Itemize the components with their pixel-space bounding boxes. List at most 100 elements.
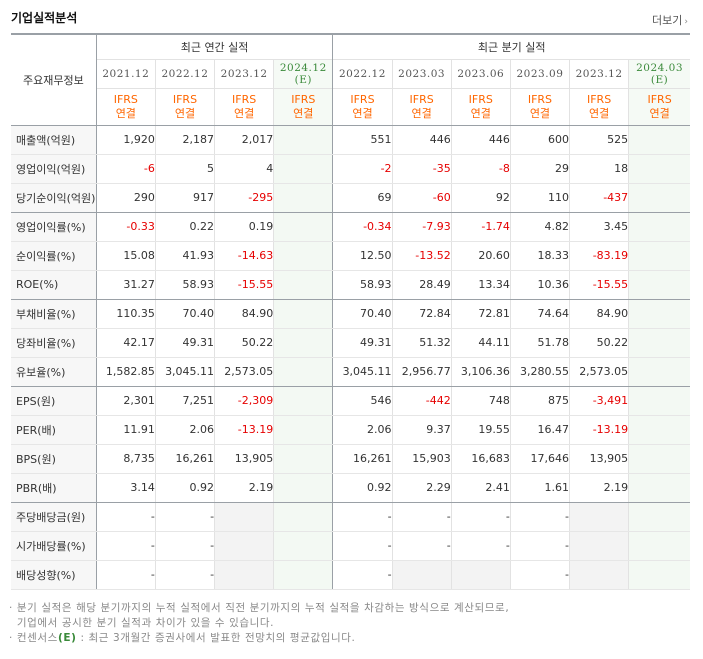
table-row: 영업이익률(%) -0.33 0.22 0.19 -0.34 -7.93 -1.74 4.82… (11, 212, 690, 242)
value-cell: 110 (509, 183, 570, 213)
value-cell: 2.19 (569, 473, 629, 503)
basis-header: IFRS 연결 (214, 87, 274, 126)
more-link[interactable]: 더보기 › (652, 12, 688, 28)
value-cell (273, 270, 333, 300)
value-cell: 446 (450, 125, 511, 155)
period-header: 2022.12 (154, 58, 215, 88)
basis-header: IFRS 연결 (273, 87, 333, 126)
value-cell: - (154, 531, 215, 561)
row-label: 당좌비율(%) (11, 328, 97, 358)
value-cell: 4 (214, 154, 274, 184)
value-cell: 0.92 (332, 473, 393, 503)
value-cell: 41.93 (154, 241, 215, 271)
value-cell (273, 444, 333, 474)
value-cell: -14.63 (214, 241, 274, 271)
value-cell: 12.50 (332, 241, 393, 271)
value-cell: -442 (391, 386, 452, 416)
value-cell: 3.14 (95, 473, 156, 503)
value-cell: 2,956.77 (391, 357, 452, 387)
annual-header: 최근 연간 실적 (95, 33, 333, 59)
value-cell: 3,280.55 (509, 357, 570, 387)
value-cell: -13.52 (391, 241, 452, 271)
value-cell: - (391, 502, 452, 532)
value-cell (569, 560, 629, 590)
label-header: 주요재무정보 (11, 33, 97, 126)
value-cell (628, 241, 690, 271)
table-row: 배당성향(%) - - - - (11, 560, 690, 590)
period-header: 2023.12 (569, 58, 629, 88)
value-cell: -15.55 (214, 270, 274, 300)
value-cell (273, 502, 333, 532)
value-cell: 84.90 (214, 299, 274, 329)
value-cell: 16,261 (332, 444, 393, 474)
value-cell: 1,582.85 (95, 357, 156, 387)
row-label: ROE(%) (11, 270, 97, 300)
value-cell: - (509, 502, 570, 532)
value-cell (273, 415, 333, 445)
value-cell: 49.31 (154, 328, 215, 358)
footnote-3: · 컨센서스(E) : 최근 3개월간 증권사에서 발표한 전망치의 평균값입니… (9, 632, 356, 644)
value-cell: 3.45 (569, 212, 629, 242)
value-cell: -83.19 (569, 241, 629, 271)
value-cell (628, 531, 690, 561)
value-cell: - (450, 502, 511, 532)
value-cell: 2,573.05 (214, 357, 274, 387)
value-cell (628, 125, 690, 155)
table-row: PBR(배) 3.14 0.92 2.19 0.92 2.29 2.41 1.61 2.19 (11, 473, 690, 503)
chevron-right-icon: › (684, 17, 688, 27)
row-label: 당기순이익(억원) (11, 183, 97, 213)
value-cell (628, 212, 690, 242)
value-cell (628, 502, 690, 532)
value-cell: -295 (214, 183, 274, 213)
table-row: 영업이익(억원) -6 5 4 -2 -35 -8 29 18 (11, 154, 690, 184)
basis-header: IFRS 연결 (154, 87, 215, 126)
row-label: BPS(원) (11, 444, 97, 474)
row-label: PER(배) (11, 415, 97, 445)
value-cell: -0.33 (95, 212, 156, 242)
value-cell (273, 241, 333, 271)
value-cell: 29 (509, 154, 570, 184)
value-cell: -60 (391, 183, 452, 213)
basis-header: IFRS 연결 (391, 87, 452, 126)
value-cell: 58.93 (332, 270, 393, 300)
value-cell: - (332, 560, 393, 590)
value-cell: -7.93 (391, 212, 452, 242)
value-cell: -13.19 (569, 415, 629, 445)
value-cell: 748 (450, 386, 511, 416)
value-cell (628, 328, 690, 358)
value-cell: 70.40 (154, 299, 215, 329)
value-cell (628, 560, 690, 590)
value-cell: 16,261 (154, 444, 215, 474)
basis-header: IFRS 연결 (450, 87, 511, 126)
row-label: 시가배당률(%) (11, 531, 97, 561)
value-cell: 20.60 (450, 241, 511, 271)
value-cell: - (95, 531, 156, 561)
table-row: 유보율(%) 1,582.85 3,045.11 2,573.05 3,045.11 2,… (11, 357, 690, 387)
basis-header: IFRS 연결 (332, 87, 393, 126)
value-cell: 18.33 (509, 241, 570, 271)
row-label: 주당배당금(원) (11, 502, 97, 532)
period-header: 2023.03 (391, 58, 452, 88)
table-row: 주당배당금(원) - - - - - - (11, 502, 690, 532)
row-label: 부채비율(%) (11, 299, 97, 329)
row-label: 유보율(%) (11, 357, 97, 387)
table-row: 부채비율(%) 110.35 70.40 84.90 70.40 72.84 72.81 74… (11, 299, 690, 329)
value-cell (273, 531, 333, 561)
value-cell: 16,683 (450, 444, 511, 474)
value-cell (273, 473, 333, 503)
value-cell: 3,106.36 (450, 357, 511, 387)
value-cell: 50.22 (569, 328, 629, 358)
value-cell: -3,491 (569, 386, 629, 416)
value-cell (628, 154, 690, 184)
row-label: 영업이익(억원) (11, 154, 97, 184)
value-cell: 72.81 (450, 299, 511, 329)
row-label: 영업이익률(%) (11, 212, 97, 242)
value-cell: 290 (95, 183, 156, 213)
value-cell: 2,573.05 (569, 357, 629, 387)
value-cell: 8,735 (95, 444, 156, 474)
value-cell: 15.08 (95, 241, 156, 271)
value-cell: 551 (332, 125, 393, 155)
table-row: ROE(%) 31.27 58.93 -15.55 58.93 28.49 13.34 10.… (11, 270, 690, 300)
table-row: 시가배당률(%) - - - - - - (11, 531, 690, 561)
value-cell: 58.93 (154, 270, 215, 300)
